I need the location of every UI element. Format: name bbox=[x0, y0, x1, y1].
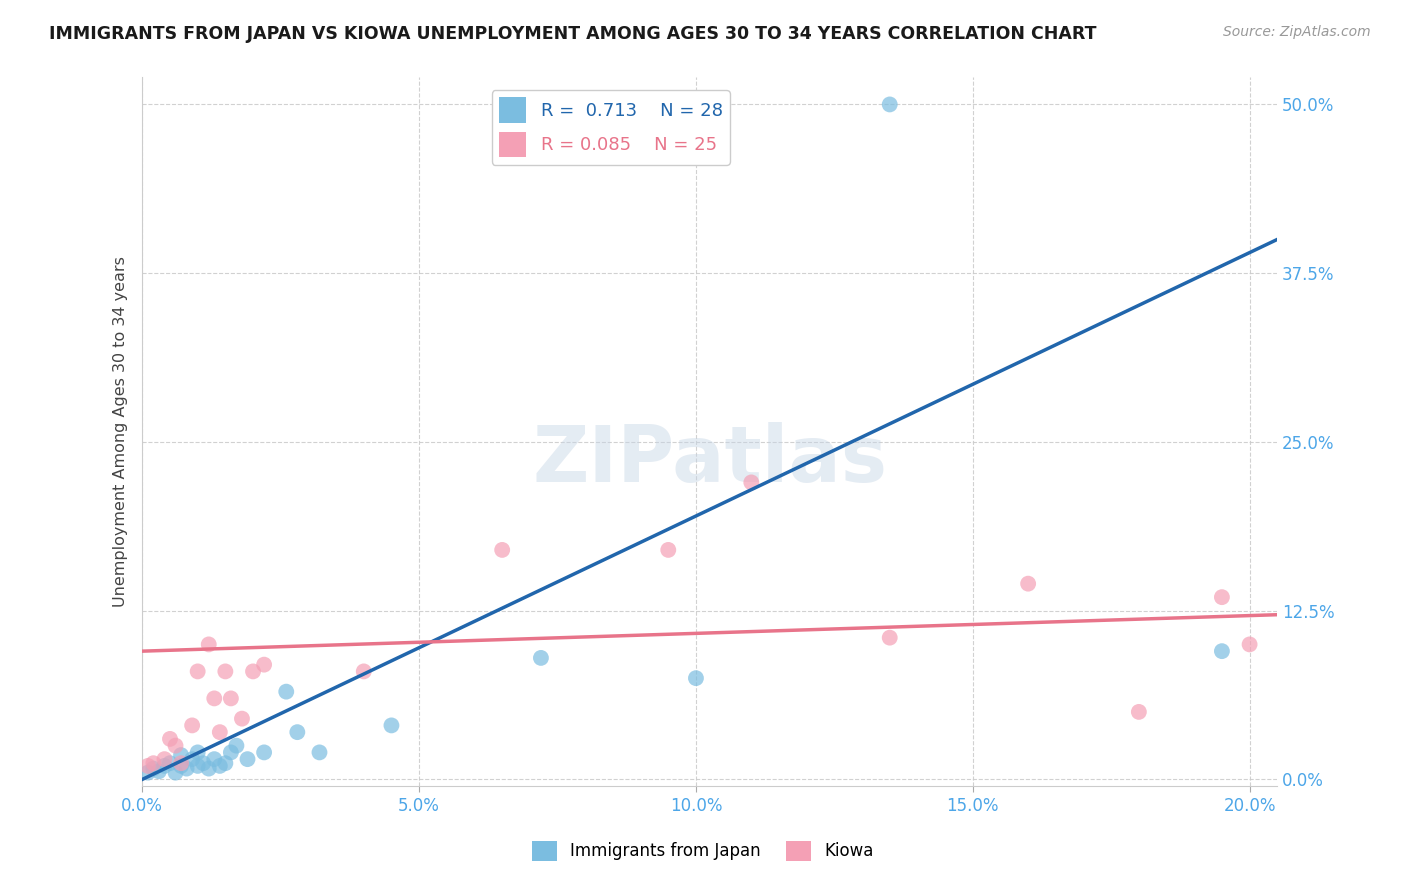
Point bbox=[308, 745, 330, 759]
Point bbox=[136, 765, 159, 780]
Text: IMMIGRANTS FROM JAPAN VS KIOWA UNEMPLOYMENT AMONG AGES 30 TO 34 YEARS CORRELATIO: IMMIGRANTS FROM JAPAN VS KIOWA UNEMPLOYM… bbox=[49, 25, 1097, 43]
Point bbox=[202, 752, 225, 766]
Point bbox=[285, 725, 308, 739]
Point bbox=[214, 756, 236, 771]
Point bbox=[148, 764, 170, 779]
Point bbox=[165, 765, 187, 780]
Point bbox=[1128, 705, 1150, 719]
Point bbox=[159, 731, 181, 746]
Point bbox=[214, 665, 236, 679]
Point bbox=[170, 748, 193, 763]
Point bbox=[1239, 637, 1261, 651]
Point bbox=[685, 671, 707, 685]
Point bbox=[657, 542, 679, 557]
Point bbox=[170, 759, 193, 773]
Point bbox=[197, 762, 219, 776]
Point bbox=[225, 739, 247, 753]
Point bbox=[170, 756, 193, 771]
Point bbox=[208, 725, 231, 739]
Point bbox=[165, 739, 187, 753]
Point bbox=[208, 759, 231, 773]
Point bbox=[176, 762, 198, 776]
Point bbox=[202, 691, 225, 706]
Point bbox=[231, 712, 253, 726]
Point bbox=[136, 759, 159, 773]
Point bbox=[187, 665, 209, 679]
Point bbox=[181, 718, 204, 732]
Point bbox=[193, 756, 215, 771]
Point bbox=[1017, 576, 1039, 591]
Point bbox=[1211, 590, 1233, 604]
Legend: Immigrants from Japan, Kiowa: Immigrants from Japan, Kiowa bbox=[526, 834, 880, 868]
Point bbox=[253, 657, 276, 672]
Point bbox=[142, 762, 165, 776]
Point bbox=[253, 745, 276, 759]
Point bbox=[879, 631, 901, 645]
Point bbox=[353, 665, 375, 679]
Point bbox=[159, 756, 181, 771]
Point bbox=[530, 651, 553, 665]
Point bbox=[740, 475, 762, 490]
Point bbox=[187, 759, 209, 773]
Text: Source: ZipAtlas.com: Source: ZipAtlas.com bbox=[1223, 25, 1371, 39]
Point bbox=[276, 684, 298, 698]
Point bbox=[142, 756, 165, 771]
Point bbox=[879, 97, 901, 112]
Point bbox=[1211, 644, 1233, 658]
Point bbox=[380, 718, 402, 732]
Point bbox=[491, 542, 513, 557]
Point bbox=[153, 759, 176, 773]
Legend: R =  0.713    N = 28, R = 0.085    N = 25: R = 0.713 N = 28, R = 0.085 N = 25 bbox=[492, 90, 730, 165]
Y-axis label: Unemployment Among Ages 30 to 34 years: Unemployment Among Ages 30 to 34 years bbox=[114, 256, 128, 607]
Point bbox=[219, 745, 242, 759]
Point bbox=[236, 752, 259, 766]
Text: ZIPatlas: ZIPatlas bbox=[533, 422, 887, 498]
Point bbox=[181, 752, 204, 766]
Point bbox=[219, 691, 242, 706]
Point bbox=[197, 637, 219, 651]
Point bbox=[242, 665, 264, 679]
Point bbox=[187, 745, 209, 759]
Point bbox=[153, 752, 176, 766]
